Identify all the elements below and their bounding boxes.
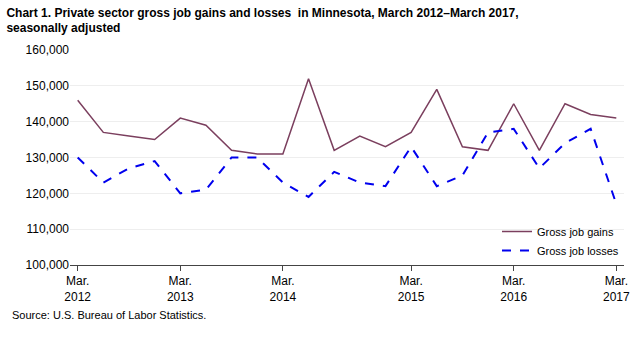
svg-text:Gross job losses: Gross job losses — [537, 245, 619, 257]
svg-text:Mar.2015: Mar.2015 — [398, 274, 425, 304]
svg-text:Source: U.S. Bureau of Labor S: Source: U.S. Bureau of Labor Statistics. — [12, 309, 206, 321]
svg-text:150,000: 150,000 — [26, 79, 70, 93]
svg-text:Mar.2012: Mar.2012 — [64, 274, 91, 304]
svg-text:Gross job gains: Gross job gains — [537, 226, 614, 238]
svg-text:Chart 1. Private sector gross: Chart 1. Private sector gross job gains … — [6, 6, 518, 36]
svg-text:160,000: 160,000 — [26, 43, 70, 57]
svg-text:130,000: 130,000 — [26, 151, 70, 165]
svg-text:Mar.2013: Mar.2013 — [167, 274, 194, 304]
svg-text:Mar.2014: Mar.2014 — [270, 274, 297, 304]
svg-text:110,000: 110,000 — [27, 222, 70, 236]
svg-text:Mar.2017: Mar.2017 — [603, 274, 630, 304]
svg-text:Mar.2016: Mar.2016 — [500, 274, 527, 304]
svg-text:120,000: 120,000 — [26, 187, 70, 201]
svg-text:100,000: 100,000 — [26, 258, 70, 272]
svg-text:140,000: 140,000 — [26, 115, 70, 129]
